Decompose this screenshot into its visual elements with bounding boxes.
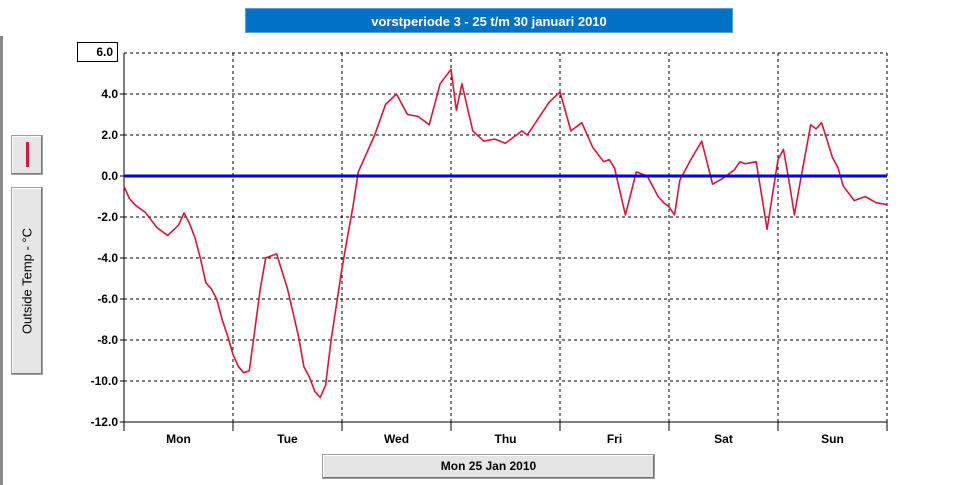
y-tick-label: -10.0 [91, 374, 119, 388]
y-tick-label: -12.0 [91, 415, 119, 429]
x-tick-label: Tue [277, 432, 298, 446]
temperature-series-line [123, 68, 888, 399]
y-tick-label: -2.0 [97, 210, 118, 224]
window-left-edge [0, 36, 3, 485]
x-tick-label: Sun [821, 432, 844, 446]
x-tick-label: Sat [714, 432, 733, 446]
y-axis-label-box[interactable]: Outside Temp - °C [11, 187, 43, 375]
y-tick-label: 4.0 [101, 87, 118, 101]
series-color-swatch [26, 142, 29, 167]
chart-title: vorstperiode 3 - 25 t/m 30 januari 2010 [245, 8, 733, 33]
y-tick-label: -8.0 [97, 333, 118, 347]
x-tick-label: Mon [166, 432, 191, 446]
x-tick-label: Thu [495, 432, 517, 446]
y-tick-label: 0.0 [101, 169, 118, 183]
date-range-button[interactable]: Mon 25 Jan 2010 [322, 454, 655, 479]
legend-toggle-button[interactable] [11, 135, 43, 175]
y-tick-label: -4.0 [97, 251, 118, 265]
y-tick-label: -6.0 [97, 292, 118, 306]
y-tick-label: 2.0 [101, 128, 118, 142]
y-max-tick-label: 6.0 [77, 42, 118, 62]
x-tick-label: Wed [384, 432, 409, 446]
x-tick-label: Fri [607, 432, 622, 446]
